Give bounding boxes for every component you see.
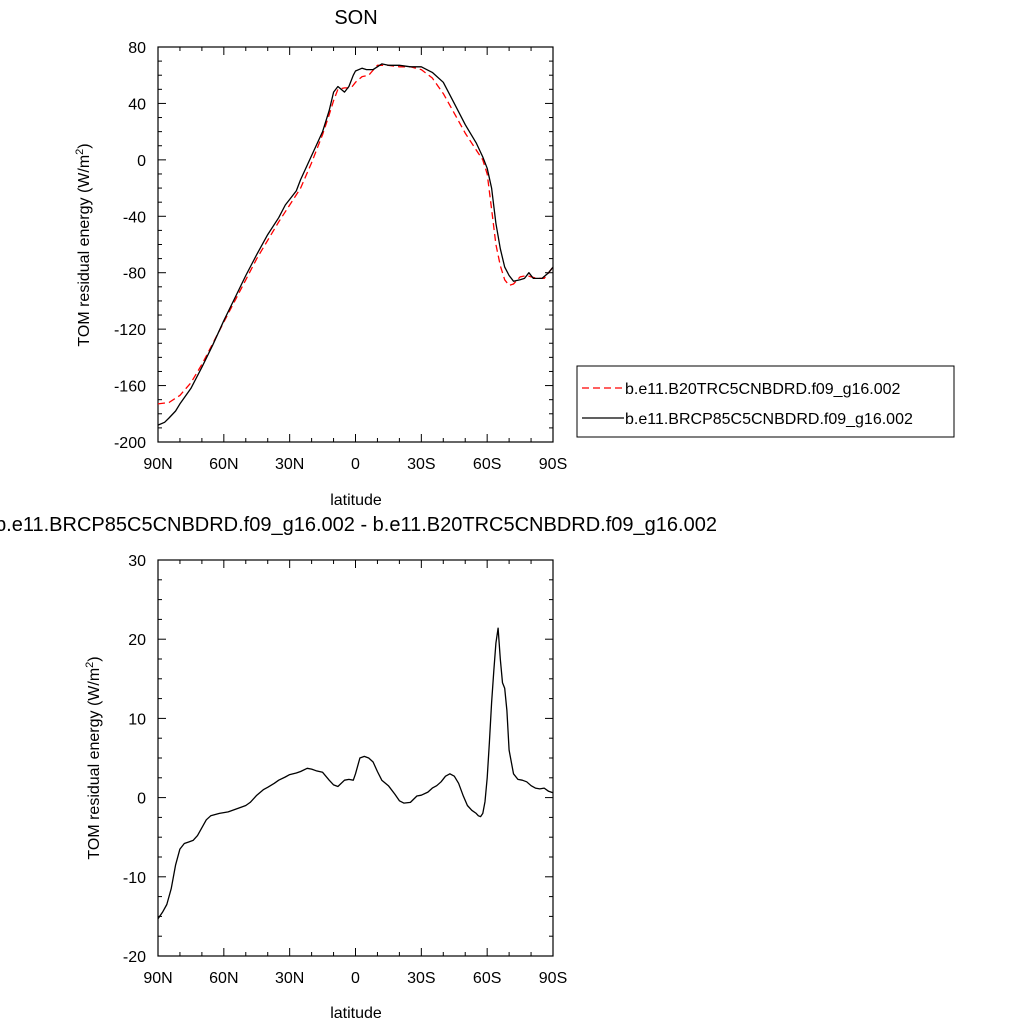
x-tick-label: 30S [407,970,435,987]
legend-box [576,365,955,438]
y-axis-label: TOM residual energy (W/m2) [84,656,103,859]
series-lines [157,63,554,426]
y-axis-label-close: ) [86,656,103,661]
x-tick-label: 0 [351,970,360,987]
y-tick-label: -10 [123,870,146,887]
y-axis-label-sup: 2 [74,149,86,155]
x-tick-label: 60S [473,970,501,987]
y-axis-label: TOM residual energy (W/m2) [74,143,93,346]
x-tick-label: 60N [209,970,238,987]
y-axis-label-close: ) [76,143,93,148]
series-line-1 [157,627,554,920]
chart-top: SON 90N 60N 30N 0 30S 60S 90S 80 40 0 -40 -80 -120 -1… [74,7,955,509]
y-tick-label: 20 [128,632,146,649]
x-tick-label: 90N [143,456,172,473]
y-tick-label: -80 [123,266,146,283]
x-tick-label: 60N [209,456,238,473]
plot-frame [157,559,554,957]
x-tick-label: 30N [275,970,304,987]
y-tick-label: 80 [128,40,146,57]
chart-title-difference: b.e11.BRCP85C5CNBDRD.f09_g16.002 - b.e11… [0,514,717,536]
legend-label-b20trc: b.e11.B20TRC5CNBDRD.f09_g16.002 [625,381,901,398]
x-tick-label: 90N [143,970,172,987]
axis-ticks: 90N 60N 30N 0 30S 60S 90S 80 40 0 -40 -80 -120 -160 -2… [114,40,567,473]
y-tick-label: 30 [128,553,146,570]
chart-title: SON [334,7,377,29]
x-tick-label: 30S [407,456,435,473]
chart-bottom: b.e11.BRCP85C5CNBDRD.f09_g16.002 - b.e11… [0,514,717,1022]
y-axis-label-main: TOM residual energy (W/m [76,155,93,347]
legend-label-brcp85: b.e11.BRCP85C5CNBDRD.f09_g16.002 [625,411,913,428]
series-lines [157,627,554,920]
y-tick-label: -20 [123,949,146,966]
y-tick-label: -200 [114,435,146,452]
x-tick-label: 0 [351,456,360,473]
x-tick-label: 90S [539,456,567,473]
y-axis-label-main: TOM residual energy (W/m [86,668,103,860]
series-line-1 [157,64,554,405]
y-tick-label: -160 [114,379,146,396]
y-tick-label: 10 [128,711,146,728]
y-tick-label: 0 [137,153,146,170]
x-tick-label: 60S [473,456,501,473]
x-axis-label: latitude [330,492,382,509]
legend: b.e11.B20TRC5CNBDRD.f09_g16.002 b.e11.BR… [576,365,955,438]
y-tick-label: -40 [123,209,146,226]
axis-ticks: 90N 60N 30N 0 30S 60S 90S 30 20 10 0 -10 -20 [123,553,567,987]
plot-frame [157,46,554,443]
y-tick-label: -120 [114,322,146,339]
x-tick-label: 90S [539,970,567,987]
y-tick-label: 0 [137,791,146,808]
series-line-2 [157,63,554,426]
x-axis-label: latitude [330,1005,382,1022]
y-axis-label-sup: 2 [84,662,96,668]
x-tick-label: 30N [275,456,304,473]
y-tick-label: 40 [128,96,146,113]
